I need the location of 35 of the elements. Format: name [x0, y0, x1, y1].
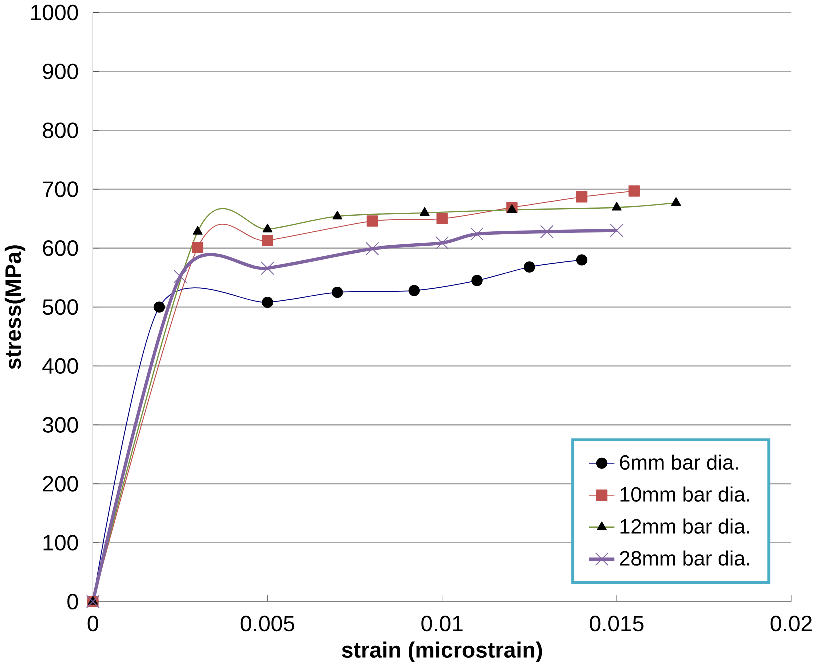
- x-tick-label: 0.005: [240, 616, 295, 632]
- legend-label: 6mm bar dia.: [620, 454, 738, 470]
- point: [540, 225, 554, 238]
- y-tick-label: 400: [42, 358, 78, 374]
- legend-label: 12mm bar dia.: [620, 518, 750, 534]
- point: [366, 242, 380, 256]
- point: [174, 270, 188, 284]
- x-axis-title: strain (microstrain): [342, 642, 542, 662]
- y-tick-label: 800: [43, 122, 78, 138]
- y-tick-label: 900: [43, 64, 78, 80]
- point: [262, 234, 274, 246]
- point: [610, 224, 624, 238]
- x-tick-label: 0.01: [422, 616, 463, 632]
- point: [436, 213, 448, 224]
- y-tick-label: 0: [68, 594, 78, 610]
- point: [628, 185, 640, 197]
- x-tick-label: 0.02: [770, 616, 812, 632]
- point: [436, 236, 450, 250]
- y-tick-label: 200: [43, 476, 78, 492]
- x-tick-label: 0.015: [590, 616, 644, 632]
- point: [366, 216, 378, 227]
- y-tick-label: 1000: [32, 4, 78, 20]
- point: [192, 242, 204, 254]
- point: [470, 227, 484, 241]
- y-tick-label: 300: [42, 417, 78, 433]
- y-tick-label: 700: [43, 181, 78, 198]
- y-tick-label: 600: [43, 240, 78, 256]
- point: [576, 191, 588, 203]
- legend-label: 28mm bar dia.: [620, 550, 750, 566]
- point: [261, 262, 274, 275]
- y-tick-label: 500: [43, 299, 78, 315]
- y-tick-label: 100: [44, 534, 78, 551]
- x-tick-label: 0: [88, 616, 98, 632]
- legend-label: 10mm bar dia.: [620, 486, 750, 502]
- y-axis-title: stress(MPa): [4, 245, 26, 370]
